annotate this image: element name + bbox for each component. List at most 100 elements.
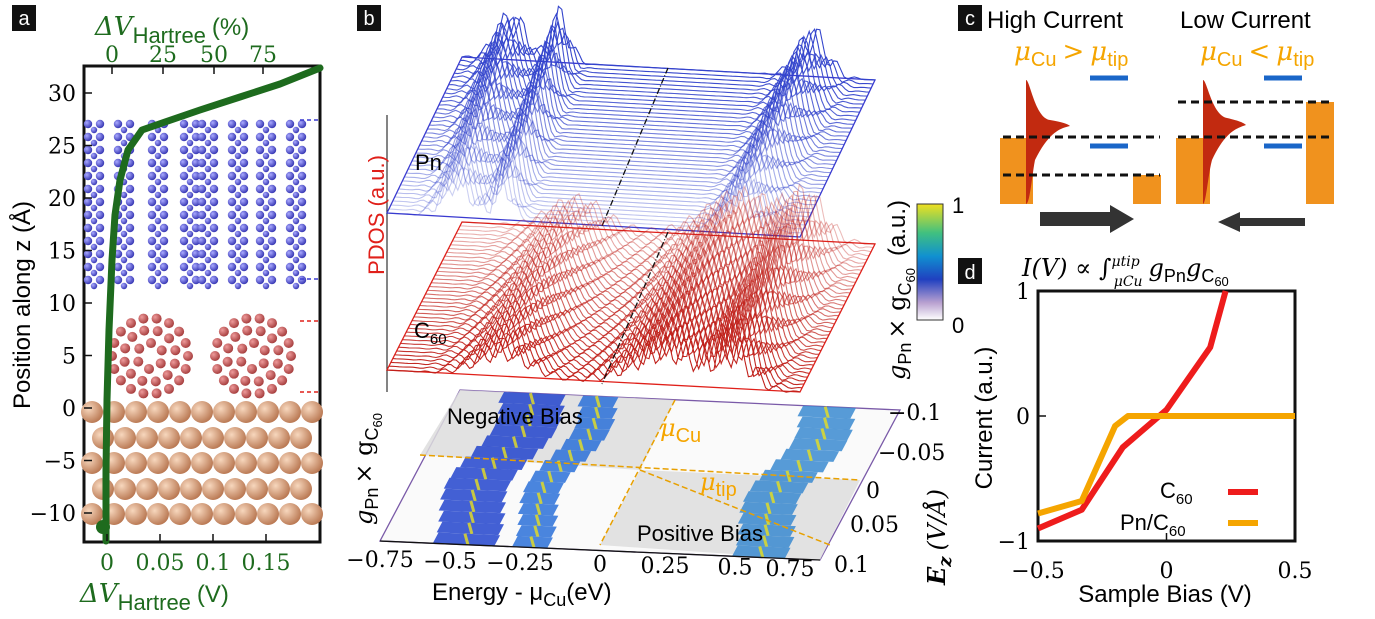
c60-pdos-waves — [386, 183, 876, 393]
y-tick-label: −10 — [30, 502, 76, 527]
energy-tick-label: 0.75 — [766, 557, 815, 582]
energy-tick-label: −0.75 — [346, 548, 413, 573]
high-current-condition: μCu > μtip — [1014, 37, 1128, 71]
iv-series — [1036, 290, 1295, 532]
mu-tip-label: μtip — [700, 468, 737, 501]
panel-b-label-box — [357, 5, 381, 31]
iv-legend: C60 Pn/C60 — [1120, 478, 1258, 540]
pentacene-molecules — [83, 119, 307, 290]
hartree-potential-curve — [102, 64, 324, 545]
bottom-tick-label: 0.15 — [242, 551, 291, 576]
y-tick-label: 10 — [48, 292, 76, 317]
ez-tick-label: −0.05 — [878, 441, 945, 466]
panel-b-label: b — [363, 8, 374, 30]
pn-fermi-line — [601, 67, 669, 227]
low-current-arrow — [1218, 212, 1305, 232]
copper-substrate — [81, 401, 323, 525]
high-current-schematic — [1000, 75, 1161, 233]
ez-tick-label: 0.1 — [834, 553, 869, 578]
positive-bias-label: Positive Bias — [637, 521, 763, 546]
energy-tick-label: −0.5 — [423, 550, 476, 575]
product-heatmap — [378, 389, 902, 561]
ez-tick-label: 0 — [866, 479, 880, 504]
energy-tick-label: −0.25 — [486, 551, 553, 576]
panel-d-title: I(V) ∝ ∫μtip μCu gPngC60 — [1021, 254, 1229, 290]
g-product-left-label: gPn× gC60 — [350, 413, 385, 525]
y-tick-label: 15 — [48, 240, 76, 265]
iv-x-tick-label: 0 — [1160, 559, 1174, 584]
c60-fermi-line — [601, 231, 669, 385]
panel-b: b PDOS (a.u.) Pn C60 Negative Bias Posit… — [346, 5, 964, 610]
energy-tick-label: 0.5 — [718, 556, 753, 581]
top-tick-label: 75 — [249, 43, 277, 68]
iv-series-line — [1036, 290, 1229, 532]
top-tick-label: 50 — [200, 43, 228, 68]
iv-x-axis-label: Sample Bias (V) — [1078, 581, 1251, 608]
low-current-schematic — [1176, 75, 1334, 232]
region-markers — [300, 119, 318, 393]
legend-pn-label: Pn/C60 — [1120, 510, 1186, 540]
high-current-title: High Current — [987, 7, 1123, 34]
y-tick-label: 5 — [62, 345, 76, 370]
iv-y-tick-label: 0 — [1016, 405, 1030, 430]
mu-tip-line — [419, 454, 861, 481]
y-tick-label: 0 — [62, 397, 76, 422]
iv-y-axis-label: Current (a.u.) — [971, 347, 998, 490]
panel-c-label: c — [965, 8, 975, 30]
iv-series-line — [1037, 413, 1295, 517]
energy-tick-label: 0 — [593, 553, 607, 578]
low-current-title: Low Current — [1180, 7, 1311, 34]
colorbar-max: 1 — [952, 193, 964, 218]
left-tip-block — [1133, 175, 1161, 204]
bottom-tick-label: 0.05 — [136, 551, 185, 576]
iv-y-tick-label: −1 — [998, 530, 1030, 555]
energy-axis-ticks: −0.75 −0.5 −0.25 0 0.25 0.5 0.75 — [346, 540, 821, 582]
panel-d-label: d — [964, 262, 975, 284]
panel-a-label: a — [18, 8, 30, 30]
ez-axis-label: Ez(V/Å) — [922, 489, 956, 586]
c60-label: C60 — [414, 318, 447, 348]
ez-tick-label: −0.1 — [888, 401, 941, 426]
ez-axis-ticks: −0.1 −0.05 0 0.05 0.1 — [834, 401, 945, 578]
y-tick-label: 20 — [48, 187, 76, 212]
left-dos-peak — [1026, 80, 1070, 204]
panel-a: a ΔVHartree (%) 0 25 50 75 0 0.05 0.1 0.15 3025… — [8, 5, 324, 615]
heatmap-bands — [432, 392, 856, 559]
panel-a-bottom-ticks: 0 0.05 0.1 0.15 — [100, 534, 290, 576]
mu-cu-line — [599, 399, 676, 546]
colorbar-label: gPn× gC60(a.u.) — [883, 200, 918, 380]
panel-d-label-box — [958, 258, 982, 284]
panel-c-label-box — [958, 5, 982, 31]
iv-x-tick-label: 0.5 — [1278, 559, 1313, 584]
pn-pdos-waves — [386, 5, 876, 238]
panel-a-y-axis-label: Position along z (Å) — [8, 201, 36, 409]
high-current-arrow — [1040, 205, 1134, 233]
colorbar-min: 0 — [952, 313, 964, 338]
y-tick-label: 30 — [48, 82, 76, 107]
bottom-tick-label: 0 — [100, 551, 114, 576]
panel-a-y-ticks: 30 25 20 15 10 5 0 −5 −10 — [30, 82, 92, 527]
panel-a-bottom-axis-label: ΔVHartree (V) — [79, 579, 229, 615]
mu-cu-label: μCu — [660, 414, 701, 447]
right-dos-peak — [1203, 80, 1246, 204]
iv-x-tick-label: −0.5 — [1011, 559, 1064, 584]
top-tick-label: 25 — [149, 43, 177, 68]
c60-molecules — [107, 313, 296, 399]
ez-tick-label: 0.05 — [850, 513, 899, 538]
pdos-axis-label: PDOS (a.u.) — [364, 155, 389, 275]
energy-tick-label: 0.25 — [641, 554, 690, 579]
panel-c: c High Current Low Current μCu > μtip μCu <… — [958, 5, 1334, 233]
mu-tip-diag — [639, 469, 831, 546]
y-tick-label: 25 — [48, 135, 76, 160]
panel-a-top-ticks: 0 25 50 75 — [105, 43, 277, 74]
iv-y-tick-label: 1 — [1016, 280, 1030, 305]
panel-d: d I(V) ∝ ∫μtip μCu gPngC60 −0.5 0 0.5 1 0 −1 Cu… — [958, 254, 1313, 608]
colorbar — [916, 203, 944, 321]
pn-label: Pn — [415, 150, 442, 175]
energy-axis-label: Energy - μCu(eV) — [432, 579, 612, 610]
legend-c60-label: C60 — [1160, 478, 1193, 508]
top-tick-label: 0 — [105, 43, 119, 68]
iv-axis-ticks: −0.5 0 0.5 1 0 −1 — [998, 280, 1313, 584]
panel-a-top-axis-label: ΔVHartree (%) — [94, 12, 249, 48]
